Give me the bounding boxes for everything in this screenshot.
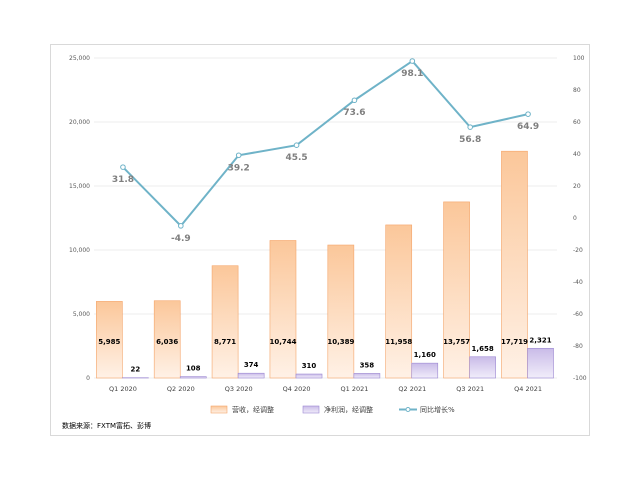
legend-label: 同比增长% [420, 405, 455, 414]
source-note: 数据来源：FXTM富拓、彭博 [62, 421, 151, 430]
revenue-bar-label: 6,036 [156, 338, 178, 346]
revenue-bar [327, 244, 355, 379]
category-label: Q2 2020 [167, 385, 195, 393]
left-tick-label: 5,000 [73, 311, 90, 318]
net-profit-bar-label: 374 [244, 361, 259, 369]
growth-line: 31.8 -4.9 39.2 45.5 73.6 98.1 56.8 64.9 [112, 58, 539, 244]
net-profit-bar-label: 22 [131, 366, 141, 374]
legend-label: 净利润，经调整 [324, 405, 373, 414]
growth-point-label: -4.9 [171, 234, 191, 244]
left-axis-ticks: 0 5,000 10,000 15,000 20,000 25,000 [69, 55, 90, 382]
growth-point-label: 39.2 [228, 163, 250, 173]
net-profit-bar [179, 376, 207, 379]
growth-point-label: 45.5 [285, 153, 307, 163]
growth-point-label: 56.8 [459, 135, 481, 145]
right-tick-label: -20 [573, 247, 583, 254]
right-tick-label: -60 [573, 311, 583, 318]
net-profit-bar [411, 362, 439, 379]
growth-point-label: 73.6 [343, 108, 365, 118]
revenue-bar-label: 5,985 [98, 338, 120, 346]
left-tick-label: 25,000 [69, 55, 90, 62]
category-label: Q3 2020 [225, 385, 253, 393]
revenue-bar [153, 300, 181, 379]
growth-point [409, 58, 416, 64]
right-tick-label: -80 [573, 343, 583, 350]
category-label: Q3 2021 [456, 385, 484, 393]
category-label: Q2 2021 [398, 385, 426, 393]
category-label: Q4 2021 [514, 385, 542, 393]
growth-point-label: 98.1 [401, 69, 423, 79]
left-tick-label: 0 [86, 375, 90, 382]
legend-label: 营收，经调整 [232, 405, 274, 414]
revenue-bar [443, 201, 470, 379]
legend-swatch [210, 405, 228, 414]
right-tick-label: 0 [573, 215, 577, 222]
growth-point [178, 223, 184, 229]
growth-point [525, 111, 531, 117]
right-axis-ticks: 100 80 60 40 20 0 -20 -40 -60 -80 -100 [573, 55, 587, 382]
revenue-bar-label: 10,744 [269, 338, 296, 346]
right-tick-label: 20 [573, 183, 581, 190]
right-tick-label: 100 [573, 55, 585, 62]
growth-point-label: 64.9 [517, 122, 539, 132]
revenue-bar [211, 265, 239, 379]
net-profit-bar [295, 373, 323, 379]
revenue-bar-label: 8,771 [214, 338, 236, 346]
revenue-bar [96, 301, 123, 379]
revenue-bar-label: 11,958 [385, 338, 412, 346]
category-labels: Q1 2020 Q2 2020 Q3 2020 Q4 2020 Q1 2021 Q2 20… [109, 385, 542, 393]
growth-point [235, 152, 242, 159]
right-tick-label: -40 [573, 279, 583, 286]
chart-frame: 5,985 22 6,036 108 8,771 374 10,744 310 10,389 35… [50, 44, 590, 436]
net-profit-bar-label: 108 [186, 365, 201, 373]
right-tick-label: 80 [573, 87, 581, 94]
net-profit-bar-label: 2,321 [529, 336, 551, 344]
left-tick-label: 10,000 [69, 247, 90, 254]
legend-swatch [302, 405, 320, 414]
net-profit-bar [527, 347, 554, 379]
right-tick-label: 60 [573, 119, 581, 126]
net-profit-bar-label: 1,160 [414, 351, 436, 359]
net-profit-bar-label: 310 [302, 362, 317, 370]
growth-point [120, 164, 126, 170]
revenue-bar [269, 240, 297, 379]
net-profit-bar [237, 372, 265, 379]
category-label: Q1 2020 [109, 385, 137, 393]
chart-svg: 5,985 22 6,036 108 8,771 374 10,744 310 10,389 35… [62, 55, 587, 430]
net-profit-bar-label: 1,658 [472, 345, 494, 353]
growth-point [293, 142, 300, 148]
net-profit-bar [353, 373, 381, 379]
revenue-bar-label: 17,719 [501, 338, 528, 346]
left-tick-label: 15,000 [69, 183, 90, 190]
revenue-bar-label: 10,389 [327, 338, 354, 346]
legend: 营收，经调整 净利润，经调整 同比增长% [210, 405, 455, 414]
growth-line-path [122, 59, 529, 228]
net-profit-bar [469, 356, 496, 379]
right-tick-label: -100 [573, 375, 587, 382]
category-label: Q1 2021 [341, 385, 369, 393]
growth-point [351, 97, 358, 104]
revenue-bar [501, 150, 528, 379]
left-tick-label: 20,000 [69, 119, 90, 126]
net-profit-bar-label: 358 [360, 361, 375, 369]
right-tick-label: 40 [573, 151, 581, 158]
bars: 5,985 22 6,036 108 8,771 374 10,744 310 10,389 35… [96, 150, 554, 379]
legend-swatch-marker [405, 407, 411, 412]
category-label: Q4 2020 [283, 385, 311, 393]
revenue-bar-label: 13,757 [443, 338, 470, 346]
revenue-bar [385, 224, 413, 379]
growth-point [467, 124, 473, 130]
growth-point-label: 31.8 [112, 175, 134, 185]
